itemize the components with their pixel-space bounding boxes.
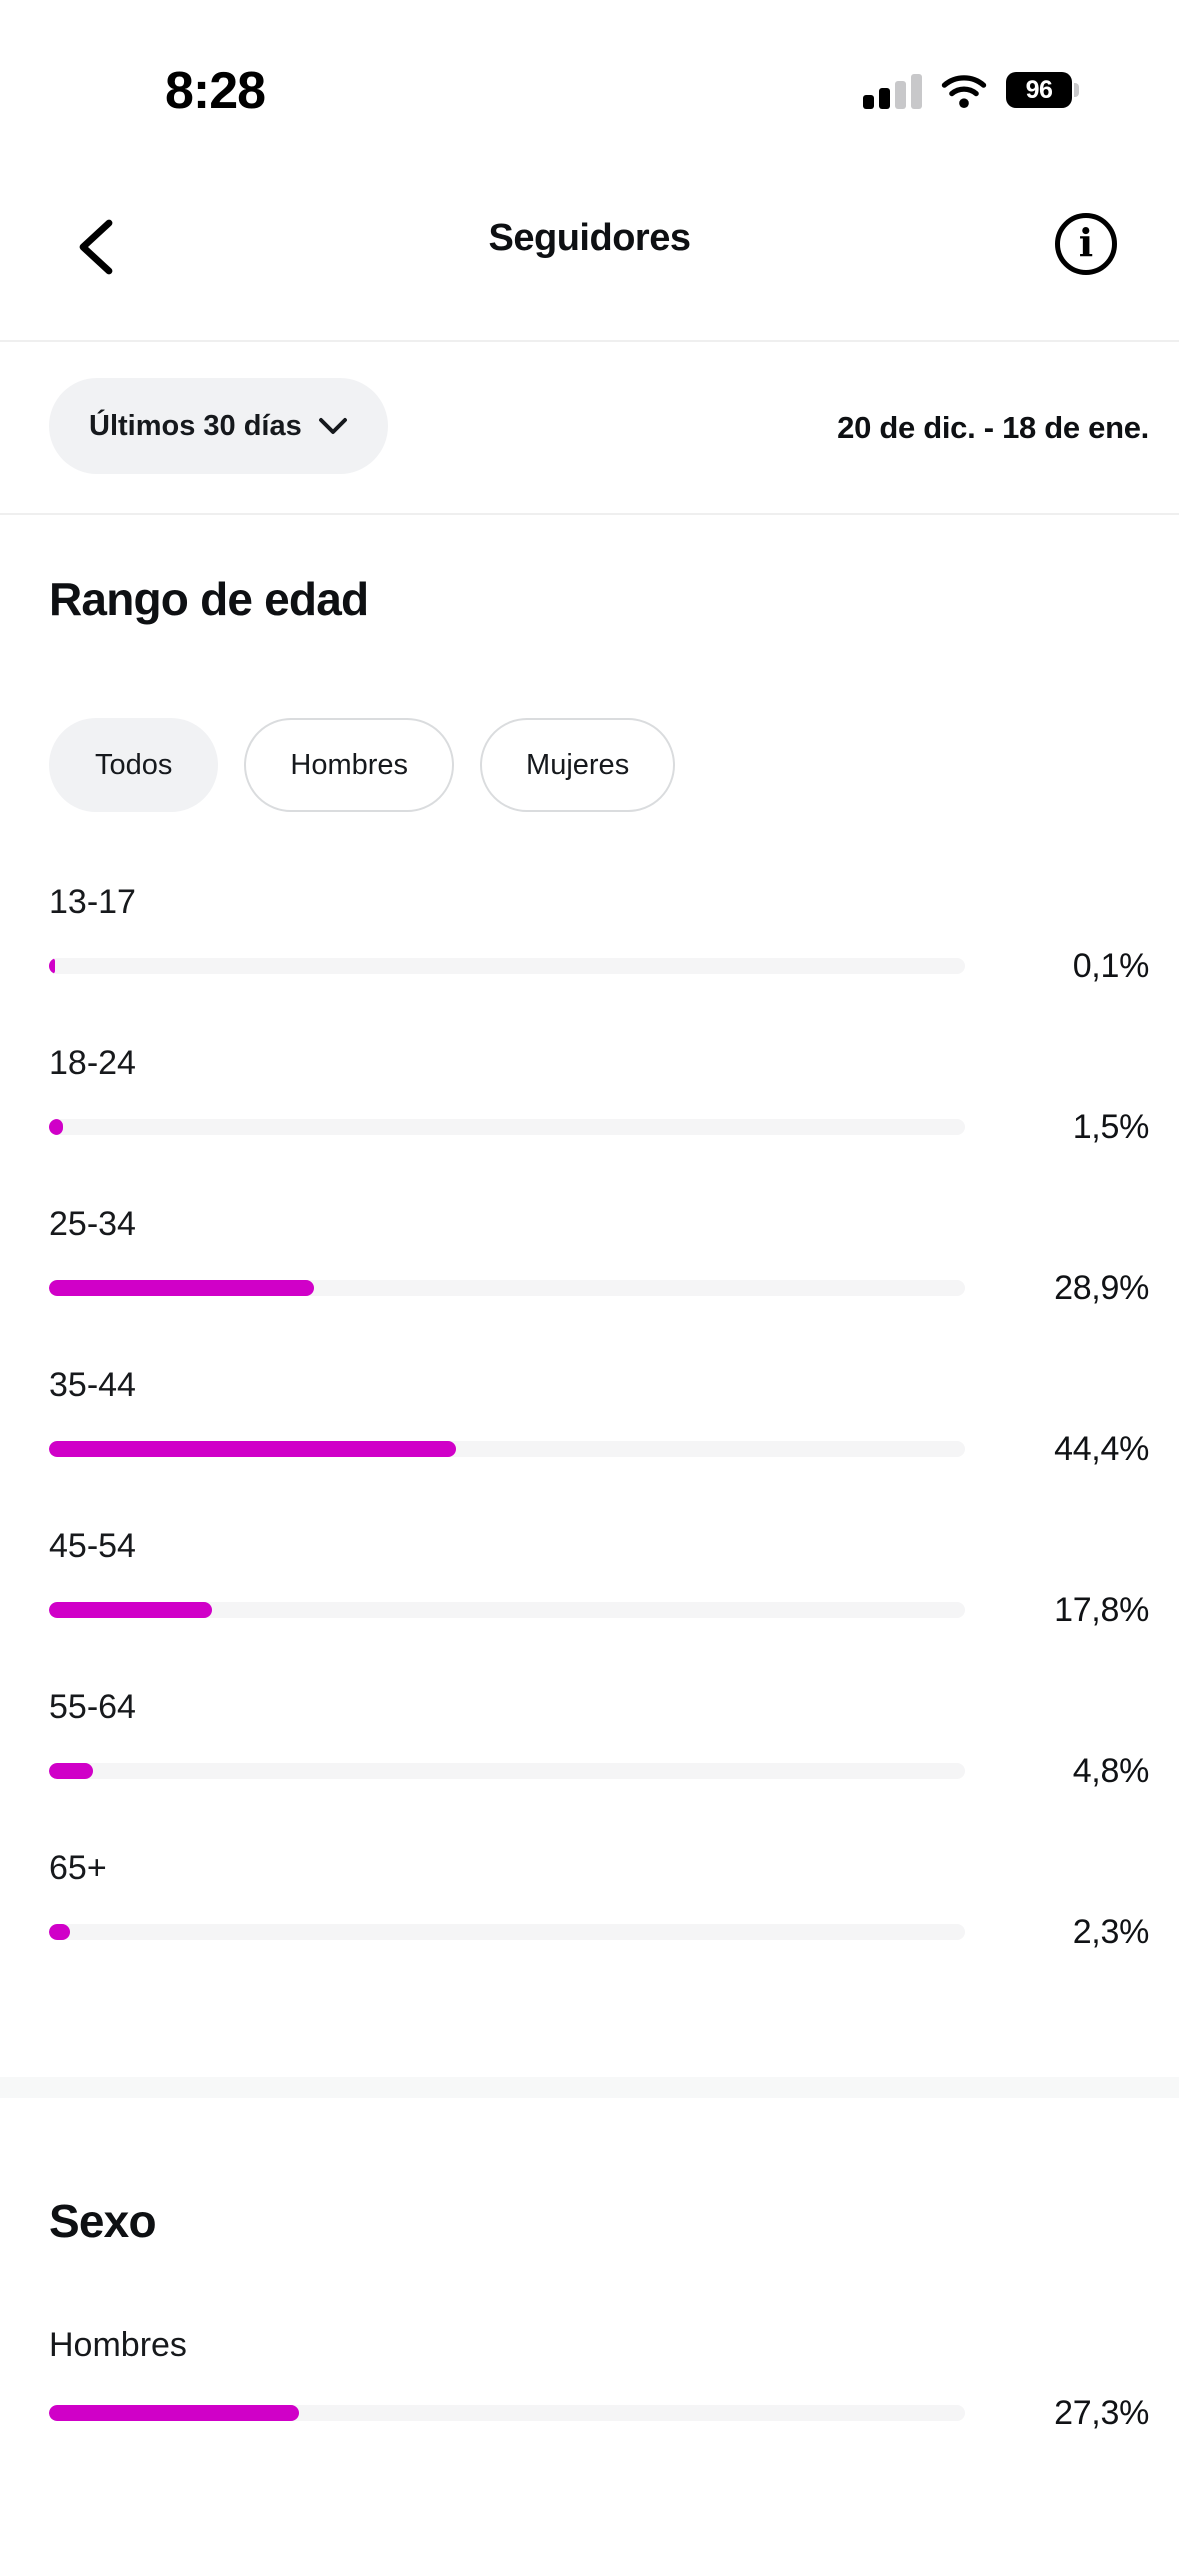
age-bar-chart: 13-17 0,1% 18-24 1,5% 25-34 28,9% 35-44 44,4% 45… bbox=[49, 882, 1149, 2009]
tab-todos[interactable]: Todos bbox=[49, 718, 219, 812]
bar-value-label: 27,3% bbox=[1054, 2394, 1149, 2432]
bar-fill bbox=[49, 1763, 93, 1779]
bar-fill bbox=[49, 1441, 456, 1457]
bar-line: 17,8% bbox=[49, 1591, 1149, 1629]
battery-icon: 96 bbox=[1006, 72, 1079, 108]
bar-fill bbox=[49, 958, 56, 974]
bar-row: 45-54 17,8% bbox=[49, 1526, 1149, 1687]
bar-line: 44,4% bbox=[49, 1430, 1149, 1468]
bar-line: 4,8% bbox=[49, 1752, 1150, 1790]
bar-line: 2,3% bbox=[49, 1913, 1150, 1951]
gender-filter-tabs: Todos Hombres Mujeres bbox=[49, 718, 676, 812]
bar-fill bbox=[49, 2405, 300, 2421]
back-button[interactable] bbox=[60, 213, 130, 283]
bar-row: Hombres 27,3% bbox=[49, 2325, 1149, 2432]
bar-track bbox=[49, 1924, 965, 1940]
tab-hombres[interactable]: Hombres bbox=[244, 718, 455, 812]
bar-fill bbox=[49, 1602, 213, 1618]
bar-category-label: 25-34 bbox=[49, 1205, 136, 1243]
bar-row: 18-24 1,5% bbox=[49, 1043, 1149, 1204]
battery-percent: 96 bbox=[1025, 75, 1053, 104]
status-icons: 96 bbox=[863, 55, 1079, 125]
chevron-down-icon bbox=[318, 418, 347, 434]
header: Seguidores i bbox=[0, 195, 1179, 305]
bar-row: 13-17 0,1% bbox=[49, 882, 1149, 1043]
bar-track bbox=[49, 1441, 965, 1457]
bar-category-label: Hombres bbox=[49, 2326, 187, 2364]
bar-value-label: 1,5% bbox=[1072, 1108, 1150, 1146]
bar-category-label: 35-44 bbox=[49, 1366, 136, 1404]
bar-category-label: 65+ bbox=[49, 1849, 107, 1887]
bar-row: 65+ 2,3% bbox=[49, 1848, 1149, 2009]
bar-value-label: 4,8% bbox=[1072, 1752, 1150, 1790]
bar-line: 27,3% bbox=[49, 2394, 1149, 2432]
bar-category-label: 55-64 bbox=[49, 1688, 136, 1726]
bar-fill bbox=[49, 1119, 63, 1135]
bar-value-label: 0,1% bbox=[1072, 947, 1150, 985]
status-time: 8:28 bbox=[164, 62, 266, 120]
chevron-left-icon bbox=[79, 219, 113, 274]
page-title: Seguidores bbox=[488, 217, 691, 259]
date-range-label: 20 de dic. - 18 de ene. bbox=[837, 409, 1149, 445]
bar-track bbox=[49, 1602, 965, 1618]
info-button[interactable]: i bbox=[1055, 209, 1125, 279]
bar-line: 1,5% bbox=[49, 1108, 1150, 1146]
date-range-filter-label: Últimos 30 días bbox=[89, 409, 302, 442]
bar-category-label: 13-17 bbox=[49, 883, 136, 921]
bar-line: 28,9% bbox=[49, 1269, 1149, 1307]
bar-row: 25-34 28,9% bbox=[49, 1204, 1149, 1365]
bar-value-label: 17,8% bbox=[1054, 1591, 1149, 1629]
bar-value-label: 28,9% bbox=[1054, 1269, 1149, 1307]
bar-track bbox=[49, 958, 965, 974]
wifi-icon bbox=[941, 75, 987, 108]
bar-fill bbox=[49, 1280, 314, 1296]
age-section-title: Rango de edad bbox=[49, 573, 369, 625]
sexo-section-title: Sexo bbox=[49, 2195, 157, 2247]
cellular-signal-icon bbox=[863, 71, 922, 109]
section-separator bbox=[0, 2077, 1179, 2098]
filter-divider bbox=[0, 513, 1179, 515]
bar-value-label: 2,3% bbox=[1072, 1913, 1150, 1951]
bar-track bbox=[49, 2405, 965, 2421]
bar-track bbox=[49, 1763, 965, 1779]
tab-mujeres[interactable]: Mujeres bbox=[480, 718, 676, 812]
status-bar: 8:28 96 bbox=[0, 55, 1179, 125]
battery-tip bbox=[1074, 83, 1079, 97]
filter-row: Últimos 30 días 20 de dic. - 18 de ene. bbox=[0, 342, 1179, 513]
bar-row: 35-44 44,4% bbox=[49, 1365, 1149, 1526]
bar-category-label: 45-54 bbox=[49, 1527, 136, 1565]
bar-track bbox=[49, 1119, 965, 1135]
bar-track bbox=[49, 1280, 965, 1296]
bar-category-label: 18-24 bbox=[49, 1044, 136, 1082]
bar-value-label: 44,4% bbox=[1054, 1430, 1149, 1468]
bar-line: 0,1% bbox=[49, 947, 1150, 985]
bar-row: 55-64 4,8% bbox=[49, 1687, 1149, 1848]
info-icon: i bbox=[1055, 213, 1117, 275]
date-range-filter-button[interactable]: Últimos 30 días bbox=[49, 378, 388, 474]
bar-fill bbox=[49, 1924, 71, 1940]
header-divider bbox=[0, 340, 1179, 342]
sexo-bar-chart: Hombres 27,3% bbox=[49, 2325, 1149, 2432]
